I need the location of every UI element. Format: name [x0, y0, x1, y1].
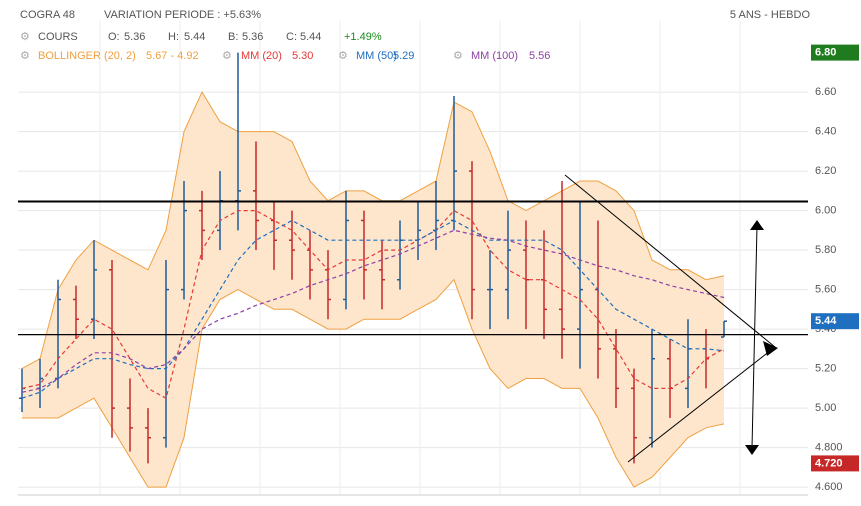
legend-value: 5.56 — [529, 50, 550, 62]
legend-name: MM (50) — [356, 50, 397, 62]
moving-average — [21, 219, 725, 399]
trend-line — [564, 174, 776, 348]
arrow-head — [750, 220, 764, 230]
quote-value: 5.44 — [300, 31, 321, 43]
y-axis: 4.6004.8005.005.205.405.605.806.006.206.… — [811, 44, 859, 493]
moving-average — [21, 229, 725, 393]
price-marker — [811, 313, 859, 330]
legend-value: 5.30 — [292, 50, 313, 62]
settings-icon: ⚙ — [453, 50, 463, 62]
settings-icon: ⚙ — [20, 50, 30, 62]
y-tick-label: 5.60 — [815, 284, 836, 296]
price-marker-label: 4.720 — [815, 457, 843, 469]
annotations — [18, 174, 808, 463]
symbol: COGRA 48 — [20, 9, 75, 21]
legend-value: 5.67 - 4.92 — [146, 50, 199, 62]
y-tick-label: 6.60 — [815, 86, 836, 98]
price-marker-label: 6.80 — [815, 47, 836, 59]
arrow-line — [751, 225, 758, 449]
y-tick-label: 6.00 — [815, 205, 836, 217]
settings-icon: ⚙ — [20, 31, 30, 43]
quote-label: C: — [286, 31, 297, 43]
band-fill — [22, 92, 724, 488]
variation: VARIATION PERIODE : +5.63% — [104, 9, 261, 21]
y-tick-label: 5.20 — [815, 363, 836, 375]
legend-name: MM (100) — [471, 50, 518, 62]
quote-value: 5.44 — [184, 31, 205, 43]
y-tick-label: 4.600 — [815, 481, 843, 493]
moving-average — [21, 209, 725, 400]
y-tick-label: 4.800 — [815, 442, 843, 454]
y-tick-label: 5.80 — [815, 244, 836, 256]
legend-name: MM (20) — [241, 50, 282, 62]
header: COGRA 48 VARIATION PERIODE : +5.63% 5 AN… — [20, 9, 810, 21]
band-lower — [22, 278, 725, 488]
price-marker — [811, 455, 859, 472]
bollinger-band — [21, 91, 725, 488]
quote-value: 5.36 — [124, 31, 145, 43]
price-marker — [811, 44, 859, 61]
series-name: COURS — [38, 31, 78, 43]
change: +1.49% — [344, 31, 382, 43]
quote-label: H: — [168, 31, 179, 43]
settings-icon: ⚙ — [222, 50, 232, 62]
quote-label: O: — [108, 31, 120, 43]
period: 5 ANS - HEBDO — [730, 9, 811, 21]
y-tick-label: 6.40 — [815, 126, 836, 138]
trend-line — [627, 346, 776, 463]
moving-averages — [21, 209, 725, 400]
y-tick-label: 5.00 — [815, 402, 836, 414]
legend: ⚙ COURS O: 5.36 H: 5.44 B: 5.36 C: 5.44 +1.49%⚙ BOL… — [20, 31, 550, 62]
price-marker-label: 5.44 — [815, 315, 837, 327]
settings-icon: ⚙ — [338, 50, 348, 62]
band-upper — [21, 91, 725, 370]
legend-name: BOLLINGER (20, 2) — [38, 50, 136, 62]
arrow-head — [745, 445, 759, 455]
legend-value: 5.29 — [393, 50, 414, 62]
quote-label: B: — [228, 31, 238, 43]
quote-value: 5.36 — [242, 31, 263, 43]
arrow-head — [763, 341, 778, 356]
y-tick-label: 6.20 — [815, 165, 836, 177]
